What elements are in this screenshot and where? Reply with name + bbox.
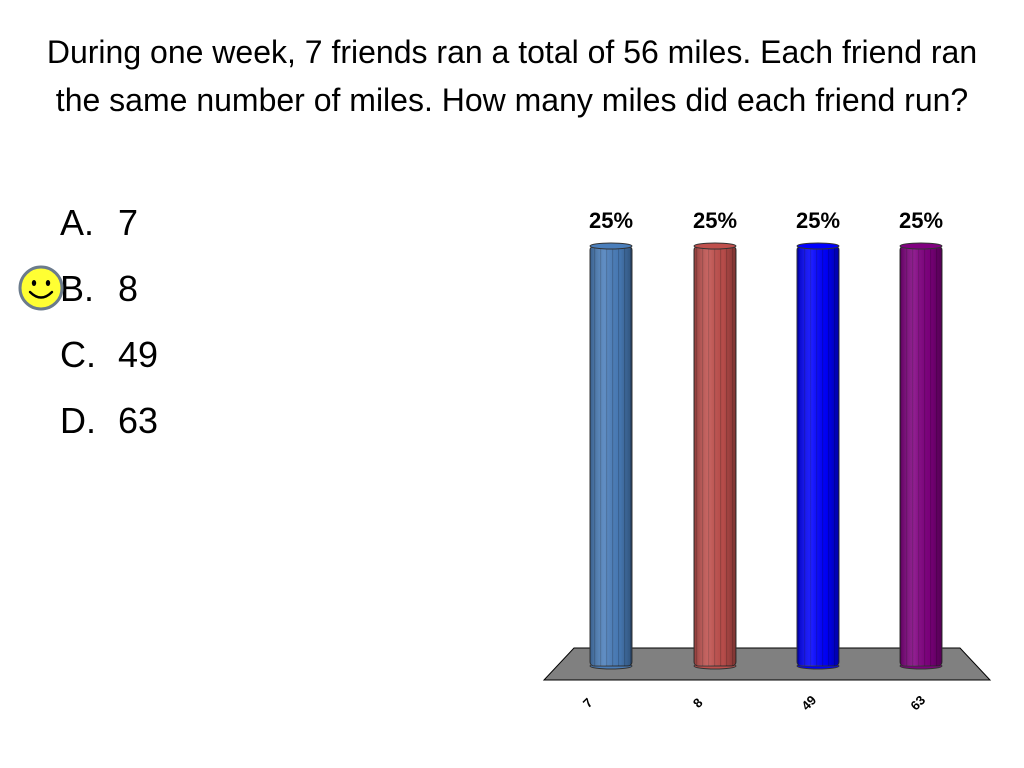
answer-letter: C. [60,334,96,375]
answer-option-a: A. 7 [60,190,158,256]
question-text: During one week, 7 friends ran a total o… [46,34,978,118]
answer-option-b: B. 8 [60,256,158,322]
x-tick-label: 63 [907,692,928,713]
answer-letter: A. [60,202,95,243]
x-tick-label: 49 [798,692,819,713]
x-tick-label: 8 [690,695,706,711]
value-label: 25% [899,208,943,233]
x-tick-label: 7 [580,695,596,711]
value-label: 25% [589,208,633,233]
bar-49 [796,242,840,670]
bar-7 [589,242,633,670]
bars-group [589,242,943,670]
answer-list: A. 7 B. 8 C. 49 D. 63 [60,190,158,454]
bar-8 [693,242,737,670]
value-label: 25% [693,208,737,233]
answer-option-d: D. 63 [60,388,158,454]
answer-letter: B. [60,268,95,309]
smiley-icon [18,265,64,311]
answer-value: 49 [118,334,159,375]
answer-value: 8 [118,268,139,309]
chart-floor [542,647,992,681]
labels-group: 25% 7 25% 8 25% 49 25% 63 [580,208,943,713]
bar-63 [899,242,943,670]
answer-option-c: C. 49 [60,322,158,388]
answer-value: 7 [118,202,139,243]
answer-letter: D. [60,400,96,441]
value-label: 25% [796,208,840,233]
answer-value: 63 [118,400,159,441]
